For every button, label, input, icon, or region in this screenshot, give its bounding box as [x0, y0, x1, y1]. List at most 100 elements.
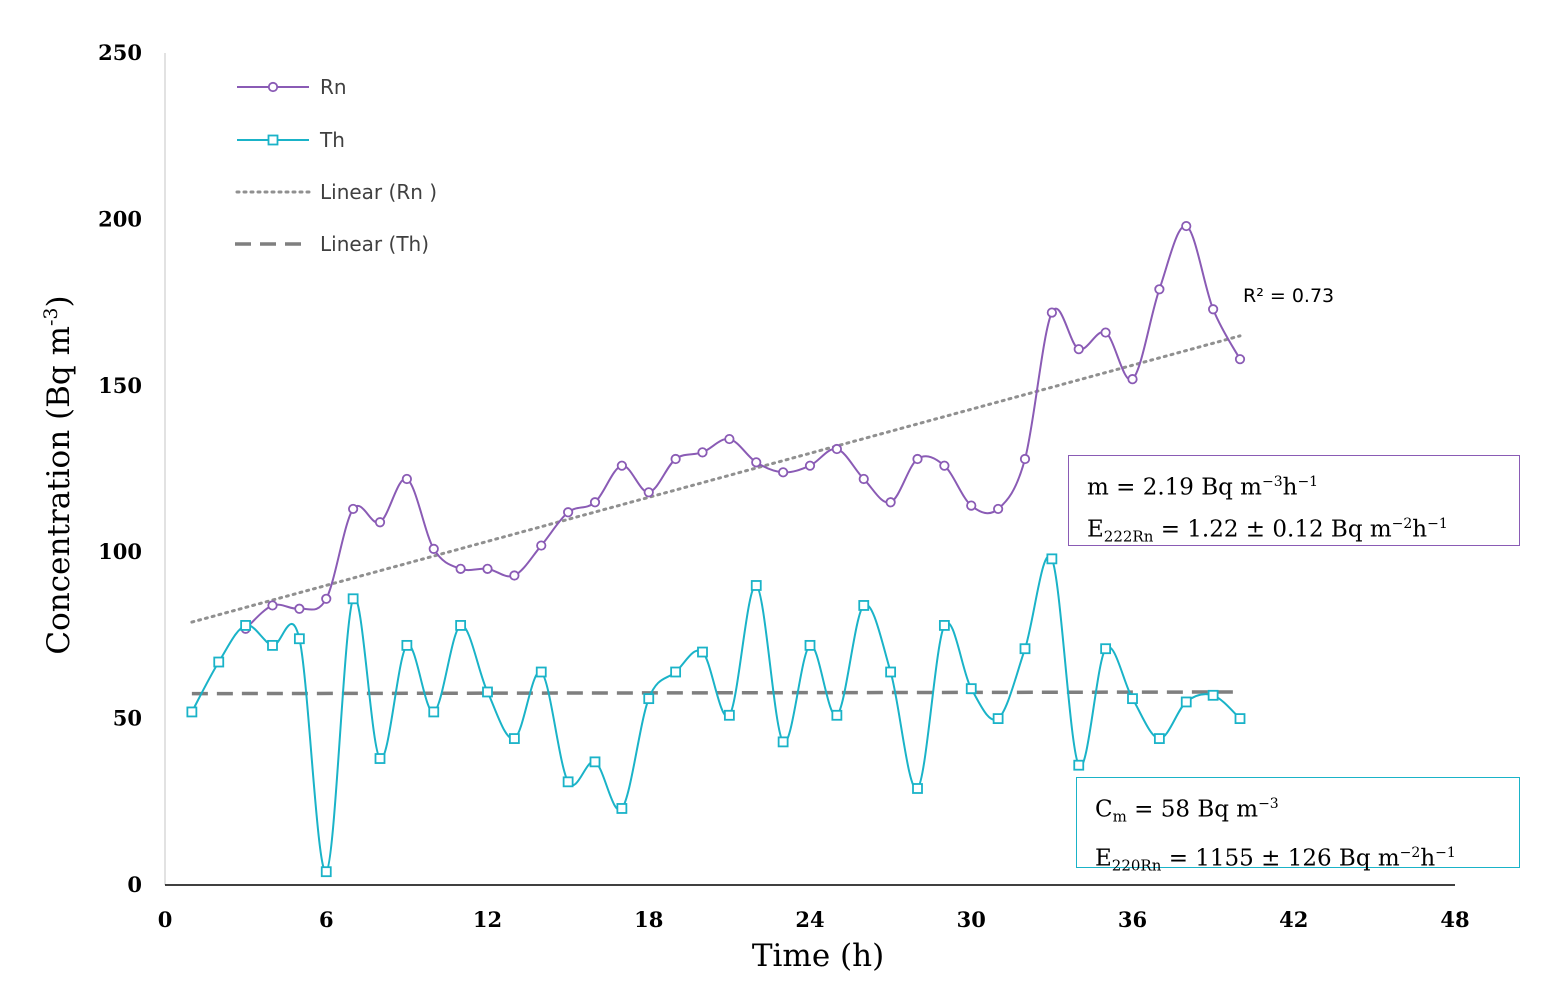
th-data-point [1180, 696, 1192, 708]
th-data-point [1073, 759, 1085, 771]
y-tick-label: 0 [127, 872, 142, 897]
th-data-point [804, 639, 816, 651]
rn-data-point [1019, 453, 1031, 465]
rn-data-point [428, 543, 439, 554]
th-data-point [912, 783, 923, 794]
x-tick-label: 0 [158, 907, 173, 932]
rn-data-point [536, 540, 547, 551]
rn-data-point [1181, 220, 1192, 232]
y-tick-label: 100 [98, 539, 142, 564]
rn-data-point [1234, 354, 1246, 365]
th-data-point [643, 693, 655, 705]
rn-data-point [267, 600, 278, 611]
th-data-point [1153, 733, 1165, 744]
legend-item: Rn [237, 75, 347, 99]
th-data-point [1234, 713, 1246, 724]
rn-data-point [509, 570, 520, 581]
x-tick-label: 12 [473, 907, 502, 932]
rn-data-point [1154, 284, 1165, 295]
rn-data-point [697, 447, 708, 458]
x-tick-label: 48 [1440, 907, 1469, 932]
rn-exhalation-line: E222Rn = 1.22 ± 0.12 Bq m−2h−1 [1087, 515, 1448, 546]
th-data-point [213, 656, 225, 668]
x-tick-label: 6 [319, 907, 334, 932]
rn-data-point [751, 457, 762, 468]
rn-data-point [455, 563, 466, 574]
legend-item: Linear (Rn ) [235, 180, 437, 204]
th-data-point [186, 706, 198, 718]
th-exhalation-line: E220Rn = 1155 ± 126 Bq m−2h−1 [1095, 844, 1456, 875]
y-tick-label: 200 [98, 206, 142, 231]
rn-data-point [993, 503, 1004, 515]
th-data-point [562, 776, 574, 788]
rn-data-point [885, 497, 896, 508]
rn-data-point [670, 453, 681, 465]
th-data-point [320, 866, 332, 878]
rn-data-point [563, 507, 574, 518]
th-data-point [831, 709, 843, 721]
rn-data-point [724, 433, 735, 445]
legend-label: Linear (Th) [320, 232, 429, 256]
rn-data-point [482, 563, 493, 574]
legend-item: Th [237, 128, 345, 152]
legend-marker [267, 134, 279, 146]
th-data-point [965, 683, 977, 695]
rn-data-point [589, 497, 601, 508]
th-data-point [992, 713, 1004, 724]
rn-data-point [348, 503, 359, 515]
rn-series-line [244, 225, 1241, 630]
rn-data-point [858, 473, 869, 485]
r-squared-label: R² = 0.73 [1243, 285, 1334, 307]
rn-data-point [1208, 304, 1219, 315]
rn-data-point [294, 603, 305, 614]
th-data-point [535, 666, 547, 678]
y-tick-label: 250 [98, 40, 142, 65]
th-data-point [347, 593, 359, 605]
rn-data-point [643, 487, 654, 498]
rn-data-point [374, 517, 386, 528]
rn-data-point [804, 460, 816, 471]
rn-slope-line: m = 2.19 Bq m−3h−1 [1087, 474, 1319, 501]
th-annotation-box: Cm = 58 Bq m−3 E220Rn = 1155 ± 126 Bq m−… [1076, 777, 1520, 874]
legend-label: Linear (Rn ) [320, 180, 437, 204]
rn-data-point [321, 593, 332, 604]
rn-data-point [912, 453, 923, 465]
rn-data-point [1100, 327, 1111, 338]
th-data-point [1100, 643, 1112, 655]
x-tick-label: 18 [634, 907, 663, 932]
th-data-point [589, 756, 601, 768]
th-data-point [616, 803, 628, 814]
legend: Rn Th Linear (Rn ) Linear (Th) [235, 75, 437, 256]
rn-data-point [939, 460, 950, 471]
y-tick-label: 150 [98, 373, 142, 398]
th-data-point [508, 733, 520, 744]
th-data-point [1019, 643, 1031, 655]
th-data-point [401, 639, 413, 651]
rn-data-point [401, 473, 412, 485]
x-axis-title: Time (h) [752, 938, 884, 974]
th-data-point [293, 633, 305, 645]
rn-annotation-box: m = 2.19 Bq m−3h−1 E222Rn = 1.22 ± 0.12 … [1068, 455, 1520, 546]
rn-data-point [778, 467, 789, 478]
th-data-point [267, 639, 278, 651]
y-tick-label: 50 [113, 706, 142, 731]
legend-label: Th [319, 128, 345, 152]
th-data-point [777, 736, 789, 748]
th-data-point [858, 600, 870, 611]
th-data-point [723, 709, 735, 721]
th-mean-line: Cm = 58 Bq m−3 [1095, 796, 1279, 826]
x-tick-label: 36 [1118, 907, 1147, 932]
th-data-point [240, 620, 252, 631]
y-axis-title: Concentration (Bq m-3) [40, 295, 77, 654]
rn-trendline [190, 334, 1242, 624]
th-data-point [750, 580, 762, 591]
th-data-point [1046, 553, 1058, 565]
th-data-point [938, 620, 950, 631]
rn-data-point [1127, 374, 1138, 385]
rn-data-point [1046, 307, 1057, 318]
th-data-point [374, 753, 386, 764]
rn-data-point [966, 500, 977, 511]
x-tick-label: 24 [795, 907, 824, 932]
th-data-point [428, 706, 440, 718]
